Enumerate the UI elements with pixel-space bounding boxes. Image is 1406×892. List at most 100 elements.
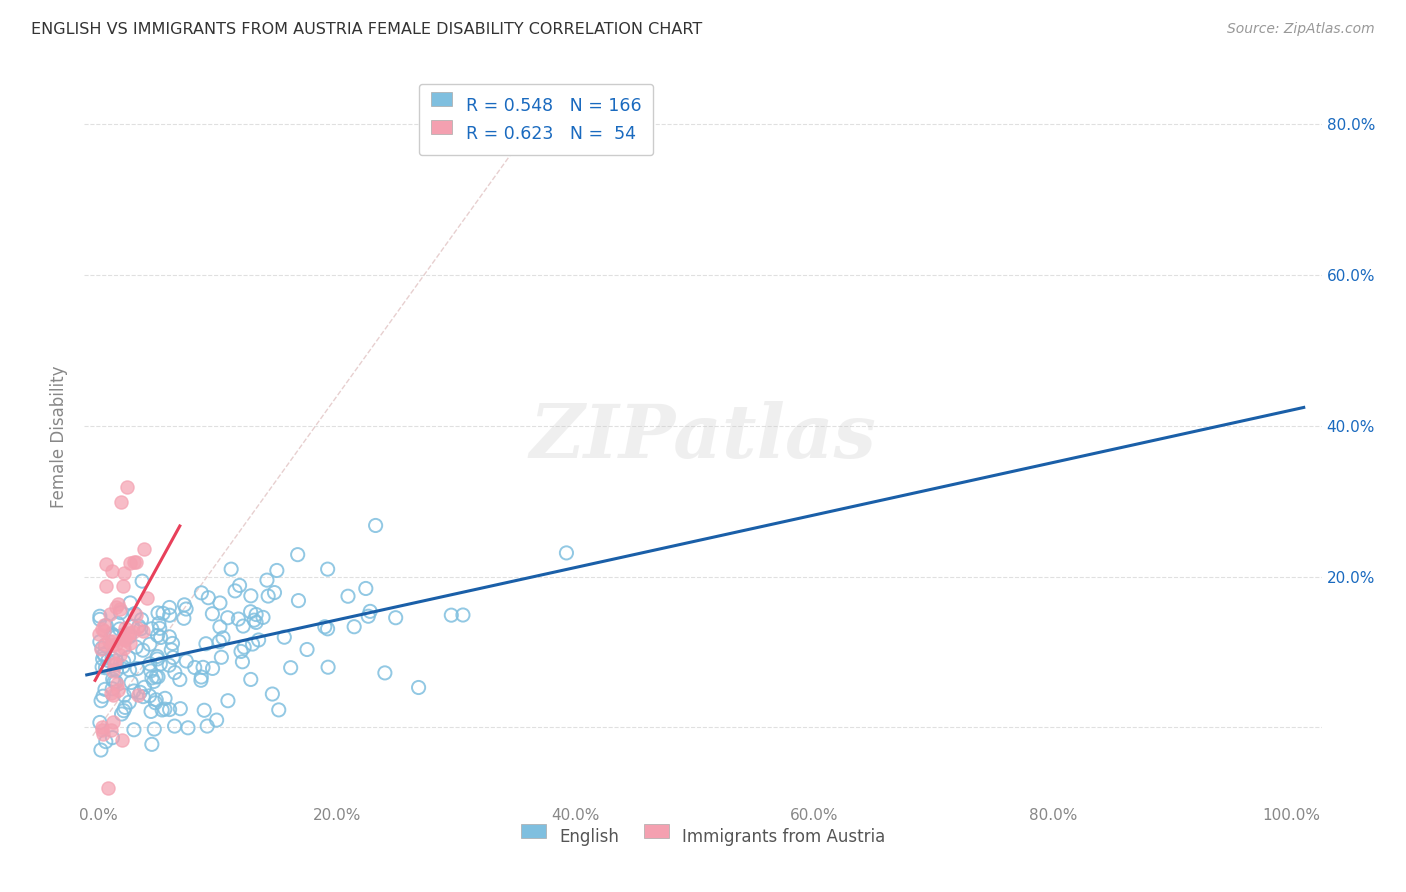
- Point: [263, 585, 285, 599]
- Point: [100, 686, 122, 700]
- Point: [160, 643, 183, 657]
- Point: [142, 674, 165, 689]
- Point: [209, 650, 232, 665]
- Point: [125, 555, 148, 569]
- Point: [129, 622, 152, 636]
- Point: [125, 608, 148, 623]
- Point: [257, 589, 280, 603]
- Y-axis label: Female Disability: Female Disability: [51, 366, 69, 508]
- Point: [114, 700, 136, 714]
- Point: [101, 651, 124, 665]
- Point: [129, 685, 152, 699]
- Point: [153, 691, 176, 706]
- Point: [105, 677, 128, 691]
- Point: [169, 673, 191, 687]
- Point: [104, 656, 127, 670]
- Point: [105, 654, 128, 668]
- Point: [440, 608, 463, 623]
- Point: [239, 605, 262, 619]
- Point: [132, 624, 155, 638]
- Point: [295, 642, 318, 657]
- Point: [149, 631, 172, 645]
- Point: [112, 654, 135, 668]
- Point: [408, 681, 430, 695]
- Point: [190, 673, 212, 688]
- Point: [94, 661, 117, 675]
- Point: [122, 555, 145, 569]
- Point: [94, 638, 117, 652]
- Point: [555, 546, 578, 560]
- Point: [194, 637, 217, 651]
- Point: [127, 688, 149, 702]
- Point: [364, 518, 387, 533]
- Point: [149, 657, 172, 671]
- Point: [108, 602, 131, 616]
- Point: [384, 611, 406, 625]
- Point: [143, 722, 166, 736]
- Point: [201, 607, 224, 621]
- Point: [128, 619, 150, 633]
- Point: [139, 657, 162, 671]
- Point: [105, 599, 128, 614]
- Point: [112, 632, 135, 646]
- Point: [112, 689, 135, 703]
- Point: [173, 611, 195, 625]
- Point: [111, 659, 134, 673]
- Point: [122, 723, 145, 737]
- Point: [117, 650, 139, 665]
- Point: [104, 630, 127, 644]
- Point: [110, 606, 132, 620]
- Point: [112, 579, 135, 593]
- Point: [104, 675, 127, 690]
- Point: [229, 644, 252, 658]
- Point: [316, 622, 339, 636]
- Point: [224, 583, 246, 598]
- Point: [212, 631, 235, 645]
- Point: [91, 727, 114, 741]
- Point: [118, 625, 141, 640]
- Point: [146, 628, 169, 642]
- Point: [197, 591, 219, 605]
- Point: [107, 682, 129, 697]
- Text: ENGLISH VS IMMIGRANTS FROM AUSTRIA FEMALE DISABILITY CORRELATION CHART: ENGLISH VS IMMIGRANTS FROM AUSTRIA FEMAL…: [31, 22, 702, 37]
- Text: Source: ZipAtlas.com: Source: ZipAtlas.com: [1227, 22, 1375, 37]
- Point: [146, 606, 169, 620]
- Point: [201, 661, 224, 675]
- Point: [354, 582, 377, 596]
- Point: [91, 622, 114, 636]
- Point: [146, 652, 169, 666]
- Point: [242, 637, 264, 651]
- Point: [120, 675, 142, 690]
- Point: [195, 719, 218, 733]
- Point: [132, 643, 155, 657]
- Point: [208, 634, 231, 648]
- Point: [120, 636, 142, 650]
- Point: [159, 702, 181, 716]
- Point: [108, 648, 131, 662]
- Point: [163, 719, 186, 733]
- Point: [101, 565, 124, 579]
- Point: [149, 621, 172, 635]
- Point: [183, 660, 205, 674]
- Point: [118, 695, 141, 709]
- Point: [316, 562, 339, 576]
- Point: [100, 627, 122, 641]
- Point: [136, 591, 159, 605]
- Point: [89, 612, 111, 626]
- Point: [219, 562, 242, 576]
- Point: [131, 574, 153, 588]
- Point: [121, 619, 143, 633]
- Point: [228, 612, 250, 626]
- Point: [91, 723, 114, 738]
- Point: [243, 613, 266, 627]
- Point: [252, 610, 274, 624]
- Point: [162, 650, 184, 665]
- Point: [141, 737, 163, 751]
- Point: [90, 694, 112, 708]
- Point: [152, 607, 174, 621]
- Point: [101, 681, 124, 696]
- Point: [117, 479, 139, 493]
- Point: [112, 631, 135, 645]
- Point: [124, 607, 146, 621]
- Point: [101, 714, 124, 729]
